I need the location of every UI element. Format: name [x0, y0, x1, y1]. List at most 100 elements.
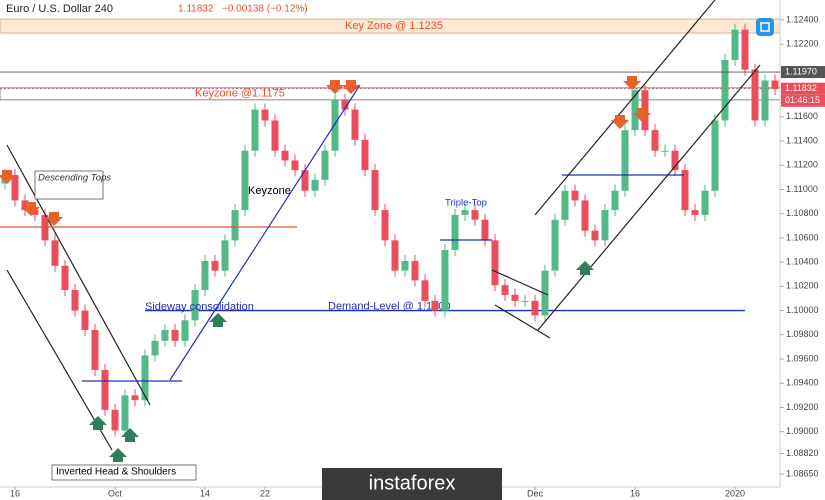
- candle-body: [151, 340, 159, 356]
- candle-body: [251, 109, 259, 151]
- candle-body: [401, 260, 409, 271]
- candle-body: [381, 210, 389, 241]
- candle-body: [211, 260, 219, 271]
- candle-body: [491, 240, 499, 286]
- candle-body: [191, 289, 199, 321]
- price-label-box: [781, 66, 825, 79]
- candle-body: [81, 310, 89, 330]
- candle-body: [101, 369, 109, 410]
- candle-body: [201, 260, 209, 290]
- x-tick-label: 16: [630, 488, 640, 498]
- candle-body: [451, 214, 459, 251]
- candle-body: [701, 190, 709, 215]
- candle-body: [171, 329, 179, 341]
- y-tick-label: 1.09600: [786, 353, 819, 363]
- y-tick-label: 1.09200: [786, 402, 819, 412]
- candle-body: [521, 300, 529, 302]
- candle-body: [61, 265, 69, 290]
- timer: 01:46:15: [785, 95, 820, 105]
- candle-body: [21, 200, 29, 211]
- candle-body: [671, 150, 679, 171]
- candle-body: [661, 150, 669, 152]
- trend-line: [169, 84, 361, 381]
- down-arrow: [45, 212, 63, 226]
- candle-body: [741, 29, 749, 70]
- candle-body: [371, 170, 379, 211]
- y-tick-label: 1.12400: [786, 14, 819, 24]
- up-arrow: [576, 261, 594, 275]
- note-box: [34, 170, 104, 200]
- x-tick-label: 16: [10, 488, 20, 498]
- candle-body: [41, 214, 49, 241]
- y-tick-label: 1.12200: [786, 39, 819, 49]
- candle-body: [511, 294, 519, 301]
- candle-body: [391, 240, 399, 271]
- candle-body: [631, 90, 639, 131]
- candle-body: [361, 139, 369, 171]
- candle-body: [561, 190, 569, 220]
- candle-body: [551, 219, 559, 271]
- candle-body: [291, 160, 299, 171]
- candle-body: [581, 200, 589, 231]
- chart-title: Euro / U.S. Dollar 240: [6, 3, 113, 15]
- drawings: [0, 0, 761, 481]
- candle-body: [711, 120, 719, 191]
- watermark-box: [322, 468, 502, 500]
- trend-line: [491, 269, 549, 296]
- trend-line: [537, 64, 761, 331]
- candle-body: [531, 300, 539, 316]
- candle-body: [621, 130, 629, 191]
- candle-body: [421, 280, 429, 301]
- up-arrow: [89, 416, 107, 430]
- candle-body: [461, 210, 469, 215]
- candle-body: [501, 285, 509, 295]
- candle-body: [691, 210, 699, 215]
- candle-body: [591, 230, 599, 241]
- annotation: Triple-Top: [445, 198, 487, 209]
- candle-body: [471, 210, 479, 220]
- x-tick-label: Oct: [108, 488, 123, 498]
- timer-box: [781, 94, 825, 107]
- candle-body: [91, 329, 99, 370]
- candle-body: [341, 99, 349, 110]
- annotation: Sideway consolidation: [145, 301, 254, 313]
- candle-body: [681, 170, 689, 211]
- last-price: 1.11832: [178, 4, 214, 15]
- annotation: Inverted Head & Shoulders: [56, 467, 176, 478]
- annotation: Keyzone: [248, 185, 291, 197]
- down-arrow: [326, 80, 344, 94]
- candle-body: [321, 150, 329, 180]
- fullscreen-button[interactable]: [756, 18, 774, 36]
- x-tick-label: 2020: [725, 488, 745, 498]
- candle-body: [751, 69, 759, 121]
- candle-body: [301, 170, 309, 191]
- level-label: Keyzone @1.1175: [195, 88, 285, 100]
- fullscreen-icon: [760, 22, 770, 32]
- candle-body: [721, 59, 729, 121]
- y-tick-label: 1.08650: [786, 468, 819, 478]
- candle-body: [651, 130, 659, 151]
- y-tick-label: 1.11200: [786, 160, 818, 170]
- down-arrow: [611, 115, 629, 129]
- candle-body: [221, 240, 229, 271]
- candle-body: [281, 150, 289, 161]
- y-tick-label: 1.11400: [786, 135, 818, 145]
- candle-body: [121, 395, 129, 431]
- watermark: instaforex: [369, 472, 456, 494]
- up-arrow: [209, 313, 227, 327]
- price-label: 1.11970: [785, 66, 817, 76]
- candle-body: [351, 109, 359, 140]
- y-tick-label: 1.11000: [786, 184, 818, 194]
- y-tick-label: 1.08820: [786, 448, 819, 458]
- trend-line: [6, 144, 151, 406]
- candle-body: [441, 250, 449, 311]
- price-label: 1.11832: [785, 83, 817, 93]
- price-change: −0.00138 (−0.12%): [222, 4, 308, 15]
- y-tick-label: 1.09400: [786, 378, 819, 388]
- candle-body: [131, 395, 139, 401]
- y-tick-label: 1.09000: [786, 426, 819, 436]
- down-arrow: [22, 202, 40, 216]
- down-arrow: [342, 80, 360, 94]
